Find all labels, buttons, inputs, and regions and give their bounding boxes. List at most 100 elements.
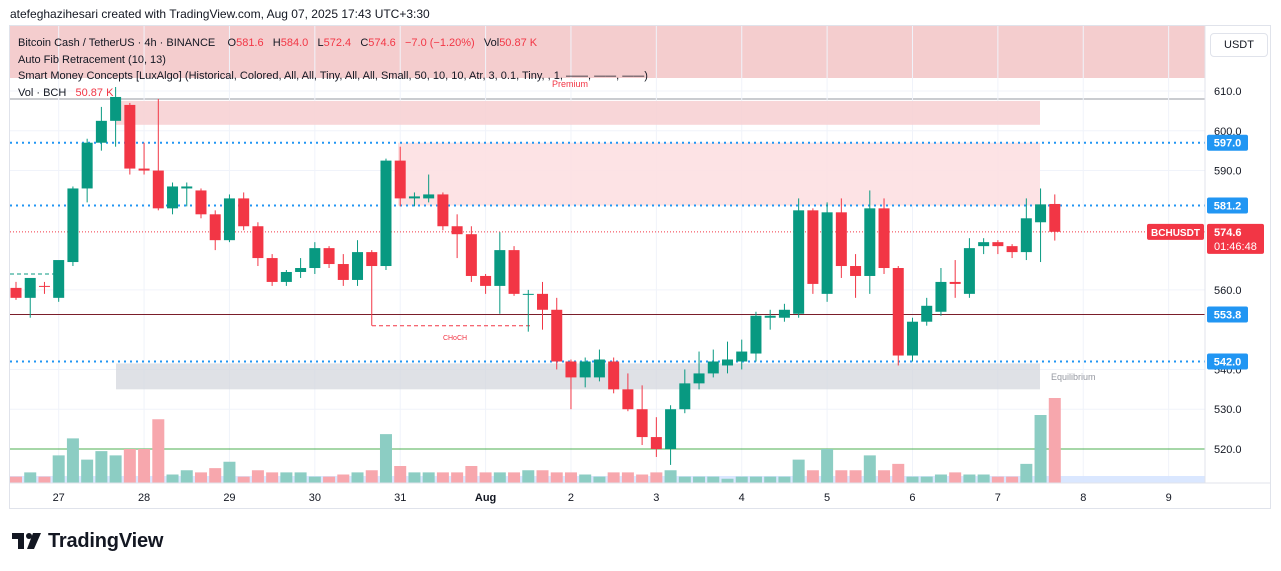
volume-bar: [280, 472, 293, 483]
currency-button[interactable]: USDT: [1210, 33, 1268, 57]
candle-body[interactable]: [494, 250, 506, 286]
candle-body[interactable]: [508, 250, 520, 294]
candle-body[interactable]: [593, 359, 605, 378]
candle-body[interactable]: [110, 96, 122, 121]
candle-body[interactable]: [380, 160, 392, 267]
candle-body[interactable]: [451, 226, 463, 235]
legend-high-label: H: [272, 37, 281, 49]
candle-body[interactable]: [81, 142, 93, 189]
candle-body[interactable]: [181, 186, 193, 189]
candle-body[interactable]: [209, 214, 221, 241]
volume-bar: [892, 463, 905, 483]
candle-body[interactable]: [152, 170, 164, 209]
candle-body[interactable]: [722, 359, 733, 366]
candle-body[interactable]: [366, 252, 378, 267]
candle-body[interactable]: [579, 361, 591, 378]
candle-body[interactable]: [522, 293, 534, 295]
volume-bar: [778, 476, 791, 483]
price-axis-tick: 590.0: [1214, 166, 1242, 178]
candle-body[interactable]: [480, 275, 492, 286]
equilibrium-label: Equilibrium: [1051, 372, 1096, 382]
candle-body[interactable]: [778, 309, 790, 318]
candle-body[interactable]: [978, 242, 990, 247]
volume-bar: [81, 459, 94, 483]
candle-body[interactable]: [252, 226, 264, 259]
candle-body[interactable]: [949, 281, 961, 284]
candle-body[interactable]: [935, 281, 947, 312]
candle-body[interactable]: [864, 208, 876, 276]
candle-body[interactable]: [906, 321, 918, 356]
candle-body[interactable]: [921, 305, 933, 322]
volume-bar: [564, 472, 577, 483]
candle-body[interactable]: [807, 210, 819, 284]
candle-body[interactable]: [707, 361, 719, 374]
candle-body[interactable]: [1020, 218, 1032, 253]
level-badge-597: 597.0: [1214, 138, 1242, 150]
candle-body[interactable]: [892, 268, 904, 356]
legend-fib-row[interactable]: Auto Fib Retracement (10, 13): [18, 53, 166, 66]
candle-body[interactable]: [679, 383, 691, 410]
volume-bar: [294, 472, 307, 483]
candle-body[interactable]: [750, 315, 762, 354]
candle-body[interactable]: [337, 264, 349, 280]
candle-body[interactable]: [622, 389, 634, 410]
candle-body[interactable]: [736, 351, 748, 362]
candle-body[interactable]: [280, 271, 292, 282]
candle-body[interactable]: [551, 309, 563, 362]
candle-body[interactable]: [38, 285, 50, 287]
legend-volume-row[interactable]: Vol · BCH 50.87 K: [18, 85, 648, 102]
candle-body[interactable]: [1049, 203, 1061, 232]
candle-body[interactable]: [565, 361, 577, 378]
candle-body[interactable]: [408, 196, 420, 199]
candle-body[interactable]: [309, 248, 321, 269]
candle-body[interactable]: [963, 248, 975, 294]
volume-bar: [223, 461, 236, 483]
candle-body[interactable]: [67, 188, 79, 263]
candle-body[interactable]: [323, 248, 335, 265]
candle-body[interactable]: [821, 212, 833, 294]
symbol-badge: BCHUSDT: [1151, 228, 1200, 239]
candle-body[interactable]: [764, 315, 776, 318]
candle-body[interactable]: [793, 210, 805, 314]
volume-bar: [479, 472, 492, 483]
tradingview-logo[interactable]: TradingView: [12, 528, 163, 554]
candle-body[interactable]: [95, 120, 107, 143]
price-badge-value: 574.6: [1214, 227, 1242, 239]
candle-body[interactable]: [693, 373, 705, 384]
legend-change: −7.0 (−1.20%): [404, 37, 475, 49]
candle-body[interactable]: [124, 104, 136, 169]
candle-body[interactable]: [195, 190, 207, 215]
candle-body[interactable]: [465, 234, 477, 276]
candle-body[interactable]: [992, 242, 1004, 247]
volume-bar: [109, 455, 122, 483]
candle-body[interactable]: [537, 293, 549, 310]
candle-body[interactable]: [1006, 246, 1018, 253]
candle-body[interactable]: [10, 287, 22, 298]
candle-body[interactable]: [1035, 204, 1047, 223]
legend-symbol-row[interactable]: Bitcoin Cash / TetherUS · 4h · BINANCE O…: [18, 35, 648, 52]
candle-body[interactable]: [665, 409, 677, 449]
candle-body[interactable]: [352, 252, 364, 280]
candle-body[interactable]: [835, 212, 847, 267]
candle-body[interactable]: [636, 409, 648, 438]
candle-body[interactable]: [850, 266, 862, 276]
candle-body[interactable]: [394, 160, 406, 199]
candle-body[interactable]: [238, 198, 250, 227]
candle-body[interactable]: [53, 260, 65, 298]
candle-body[interactable]: [24, 277, 36, 298]
candle-body[interactable]: [437, 194, 449, 227]
candle-body[interactable]: [266, 258, 278, 282]
candle-body[interactable]: [650, 437, 662, 449]
candle-body[interactable]: [878, 208, 890, 269]
candle-body[interactable]: [423, 194, 435, 199]
candle-body[interactable]: [138, 168, 150, 171]
candle-body[interactable]: [608, 361, 620, 390]
volume-bar: [678, 476, 691, 483]
candle-body[interactable]: [223, 198, 235, 241]
volume-bar: [308, 476, 321, 483]
candle-body[interactable]: [167, 186, 179, 209]
legend-smc-row[interactable]: Smart Money Concepts [LuxAlgo] (Historic…: [18, 70, 648, 82]
price-badge-timer: 01:46:48: [1214, 241, 1257, 253]
candle-body[interactable]: [295, 268, 307, 272]
